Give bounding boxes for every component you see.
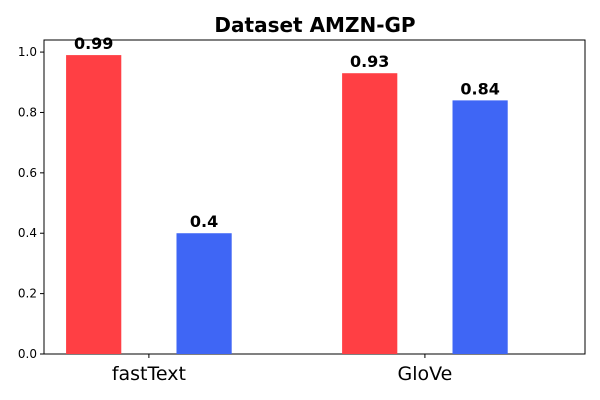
bar-value-label: 0.84 xyxy=(460,79,499,98)
x-tick-label: GloVe xyxy=(397,363,452,385)
y-tick-label: 0.0 xyxy=(18,347,37,361)
bar-value-label: 0.4 xyxy=(190,212,218,231)
x-tick-label: fastText xyxy=(112,363,186,385)
bar xyxy=(452,100,508,354)
bar xyxy=(176,233,232,354)
bars xyxy=(66,55,508,354)
plot-frame xyxy=(43,39,586,355)
bar-value-labels: 0.99 0.93 0.4 0.84 xyxy=(74,34,500,231)
y-tick-label: 1.0 xyxy=(18,45,37,59)
bar-value-label: 0.93 xyxy=(350,52,389,71)
y-tick-label: 0.8 xyxy=(18,105,37,119)
bar-value-label: 0.99 xyxy=(74,34,113,53)
chart-title: Dataset AMZN-GP xyxy=(214,13,415,37)
y-axis: 0.0 0.2 0.4 0.6 0.8 1.0 xyxy=(18,45,44,361)
y-tick-label: 0.2 xyxy=(18,287,37,301)
y-tick-label: 0.6 xyxy=(18,166,37,180)
bar xyxy=(342,73,398,354)
x-axis: fastText GloVe xyxy=(112,354,452,385)
bar xyxy=(66,55,122,354)
plot-area: 0.0 0.2 0.4 0.6 0.8 1.0 0.99 0.93 0.4 0.84 fastT… xyxy=(18,34,586,385)
y-tick-label: 0.4 xyxy=(18,226,37,240)
